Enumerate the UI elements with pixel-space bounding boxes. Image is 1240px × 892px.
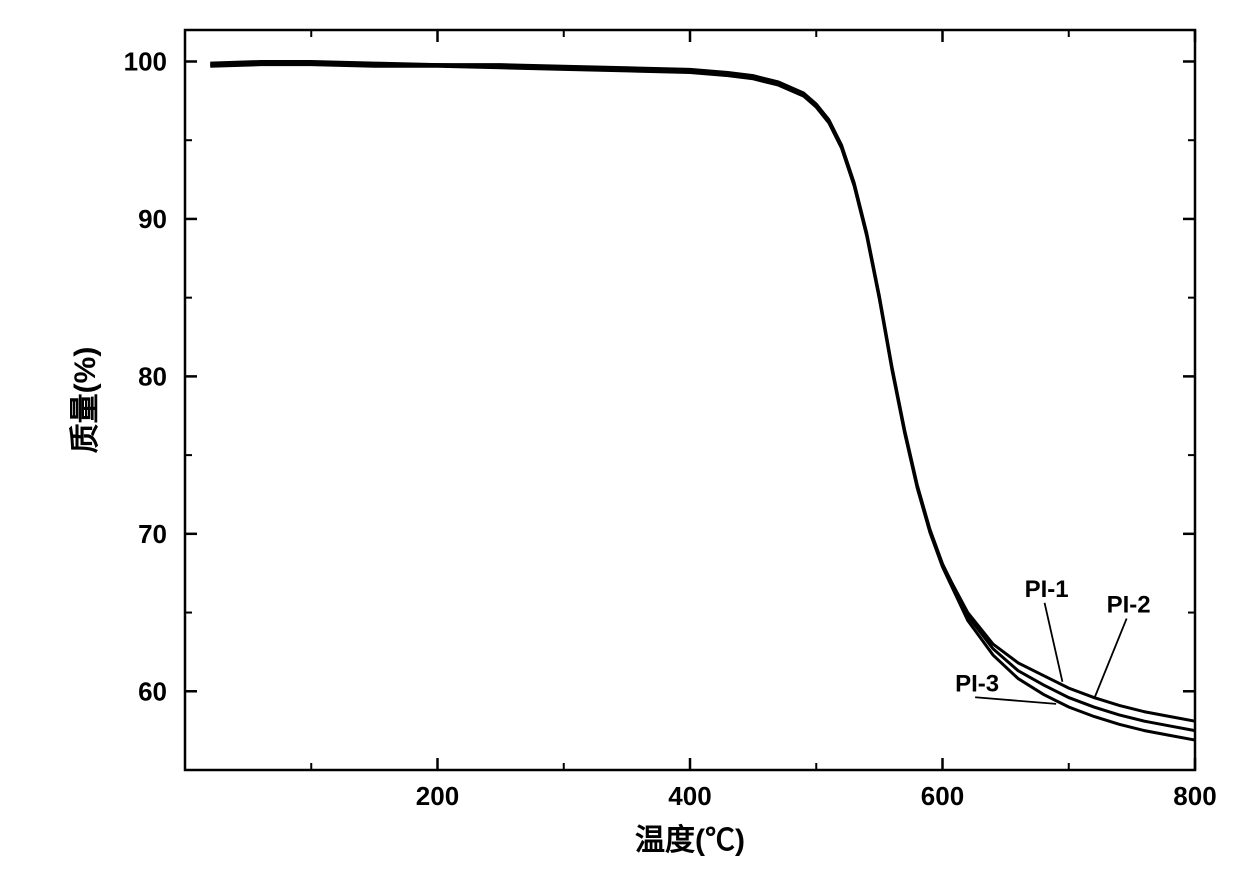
- series-label-PI-2: PI-2: [1107, 592, 1151, 619]
- y-tick-label: 70: [138, 519, 167, 549]
- series-leader-PI-2: [1094, 619, 1127, 700]
- series-label-PI-3: PI-3: [955, 670, 999, 697]
- y-axis-title: 质量(%): [69, 347, 102, 454]
- x-tick-label: 800: [1173, 781, 1216, 811]
- series-PI-1: [210, 63, 1195, 721]
- x-tick-label: 200: [416, 781, 459, 811]
- series-leader-PI-1: [1045, 603, 1063, 682]
- series-PI-2: [210, 61, 1195, 730]
- x-tick-label: 600: [921, 781, 964, 811]
- series-PI-3: [210, 65, 1195, 740]
- y-tick-label: 90: [138, 204, 167, 234]
- x-tick-label: 400: [668, 781, 711, 811]
- chart-svg: 200 400 600 800 60 70 80 90 100 温度(℃) 质量(%) PI-1 PI-…: [0, 0, 1240, 892]
- y-tick-label: 100: [124, 46, 167, 76]
- y-tick-label: 80: [138, 361, 167, 391]
- series-leader-PI-3: [975, 697, 1056, 704]
- x-axis-title: 温度(℃): [635, 824, 745, 857]
- series-label-PI-1: PI-1: [1025, 576, 1069, 603]
- tga-chart: 200 400 600 800 60 70 80 90 100 温度(℃) 质量(%) PI-1 PI-…: [0, 0, 1240, 892]
- y-tick-label: 60: [138, 676, 167, 706]
